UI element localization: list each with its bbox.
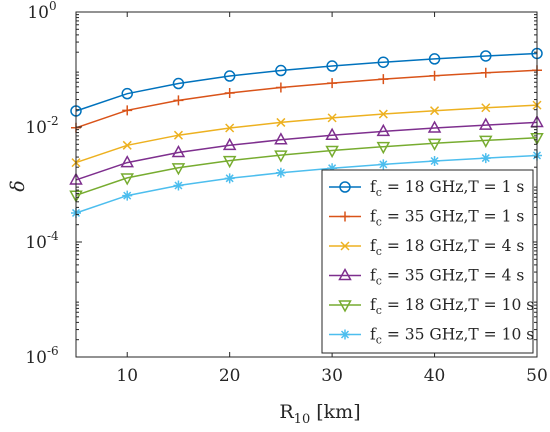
data-point — [378, 74, 389, 85]
data-point — [427, 120, 442, 133]
legend-box — [321, 169, 534, 354]
data-point — [327, 113, 337, 123]
data-point — [429, 156, 440, 167]
data-point — [275, 64, 287, 77]
series-1 — [70, 47, 543, 117]
y-tick-label: 10-6 — [25, 344, 58, 368]
legend-item-3: fc = 18 GHz,T = 4 s — [329, 237, 524, 258]
data-point — [479, 135, 493, 148]
legend-label: fc = 35 GHz,T = 1 s — [370, 208, 524, 229]
legend-marker — [340, 329, 350, 340]
data-point — [224, 173, 235, 184]
data-point — [276, 117, 286, 127]
axes: R10 [km] δ 10 20 30 40 50 100 10-2 10-4 10-6 — [7, 0, 548, 427]
x-tick-label: 50 — [526, 366, 548, 386]
y-tick-label: 10-2 — [25, 114, 58, 138]
x-tick-label: 20 — [219, 366, 241, 386]
legend-marker — [340, 211, 350, 222]
data-point — [222, 155, 237, 169]
series-line — [75, 121, 538, 181]
legend-marker — [338, 300, 352, 313]
data-point — [479, 117, 493, 130]
legend-label: fc = 35 GHz,T = 4 s — [370, 267, 524, 288]
data-point — [275, 82, 286, 93]
data-point — [173, 95, 184, 106]
data-point — [428, 53, 441, 65]
y-tick-label: 100 — [27, 0, 56, 23]
data-point — [173, 180, 184, 191]
data-point — [378, 109, 388, 119]
data-point — [427, 138, 442, 151]
legend-marker — [339, 181, 351, 193]
data-point — [327, 78, 338, 89]
legend-label: fc = 18 GHz,T = 4 s — [370, 237, 524, 258]
data-point — [480, 50, 492, 62]
data-point — [481, 103, 491, 113]
data-point — [224, 88, 235, 99]
legend: fc = 18 GHz,T = 1 s fc = 35 GHz,T = 1 s fc… — [321, 169, 534, 354]
legend-item-4: fc = 35 GHz,T = 4 s — [329, 267, 524, 288]
series-3 — [71, 100, 542, 168]
data-point — [327, 163, 338, 174]
x-tick-label: 10 — [116, 366, 138, 386]
data-point — [274, 150, 288, 163]
data-point — [222, 137, 237, 151]
series-line — [75, 69, 538, 129]
series-line — [75, 104, 538, 164]
data-point — [171, 144, 186, 158]
plot-frame — [75, 11, 538, 358]
legend-label: fc = 18 GHz,T = 1 s — [370, 178, 524, 199]
y-axis-label: δ — [7, 180, 29, 191]
data-point — [325, 145, 339, 159]
data-point — [275, 167, 286, 178]
legend-item-1: fc = 18 GHz,T = 1 s — [329, 178, 524, 199]
data-point — [376, 141, 391, 155]
data-point — [377, 56, 390, 68]
data-point — [378, 159, 389, 170]
x-tick-label: 30 — [321, 366, 343, 386]
series-line — [75, 154, 538, 214]
data-point — [173, 130, 183, 140]
series-2 — [71, 65, 542, 133]
legend-item-5: fc = 18 GHz,T = 10 s — [329, 296, 534, 317]
data-point — [223, 70, 236, 82]
y-tick-label: 10-4 — [25, 229, 59, 253]
legend-label: fc = 18 GHz,T = 10 s — [370, 296, 534, 317]
data-point — [430, 106, 440, 116]
legend-label: fc = 35 GHz,T = 10 s — [370, 326, 534, 347]
data-point — [122, 190, 133, 201]
data-point — [171, 163, 186, 176]
data-point — [120, 155, 134, 168]
data-point — [376, 123, 391, 137]
data-point — [172, 77, 185, 90]
series-line — [75, 137, 538, 197]
data-point — [122, 105, 133, 116]
legend-marker — [338, 267, 352, 281]
data-point — [225, 123, 235, 133]
legend-item-2: fc = 35 GHz,T = 1 s — [329, 208, 524, 229]
data-point — [480, 153, 491, 164]
series-4 — [69, 114, 544, 185]
data-point — [325, 127, 339, 140]
data-point — [274, 132, 288, 145]
data-point — [326, 60, 338, 72]
x-tick-label: 40 — [424, 366, 446, 386]
data-point — [480, 67, 491, 78]
data-point — [122, 140, 132, 150]
data-point — [120, 173, 134, 186]
x-axis-label: R10 [km] — [279, 401, 360, 427]
data-point — [429, 70, 440, 81]
legend-marker — [340, 241, 350, 251]
data-point — [121, 87, 133, 100]
plot-area — [69, 47, 544, 218]
series-line — [75, 52, 538, 112]
legend-item-6: fc = 35 GHz,T = 10 s — [329, 326, 534, 347]
